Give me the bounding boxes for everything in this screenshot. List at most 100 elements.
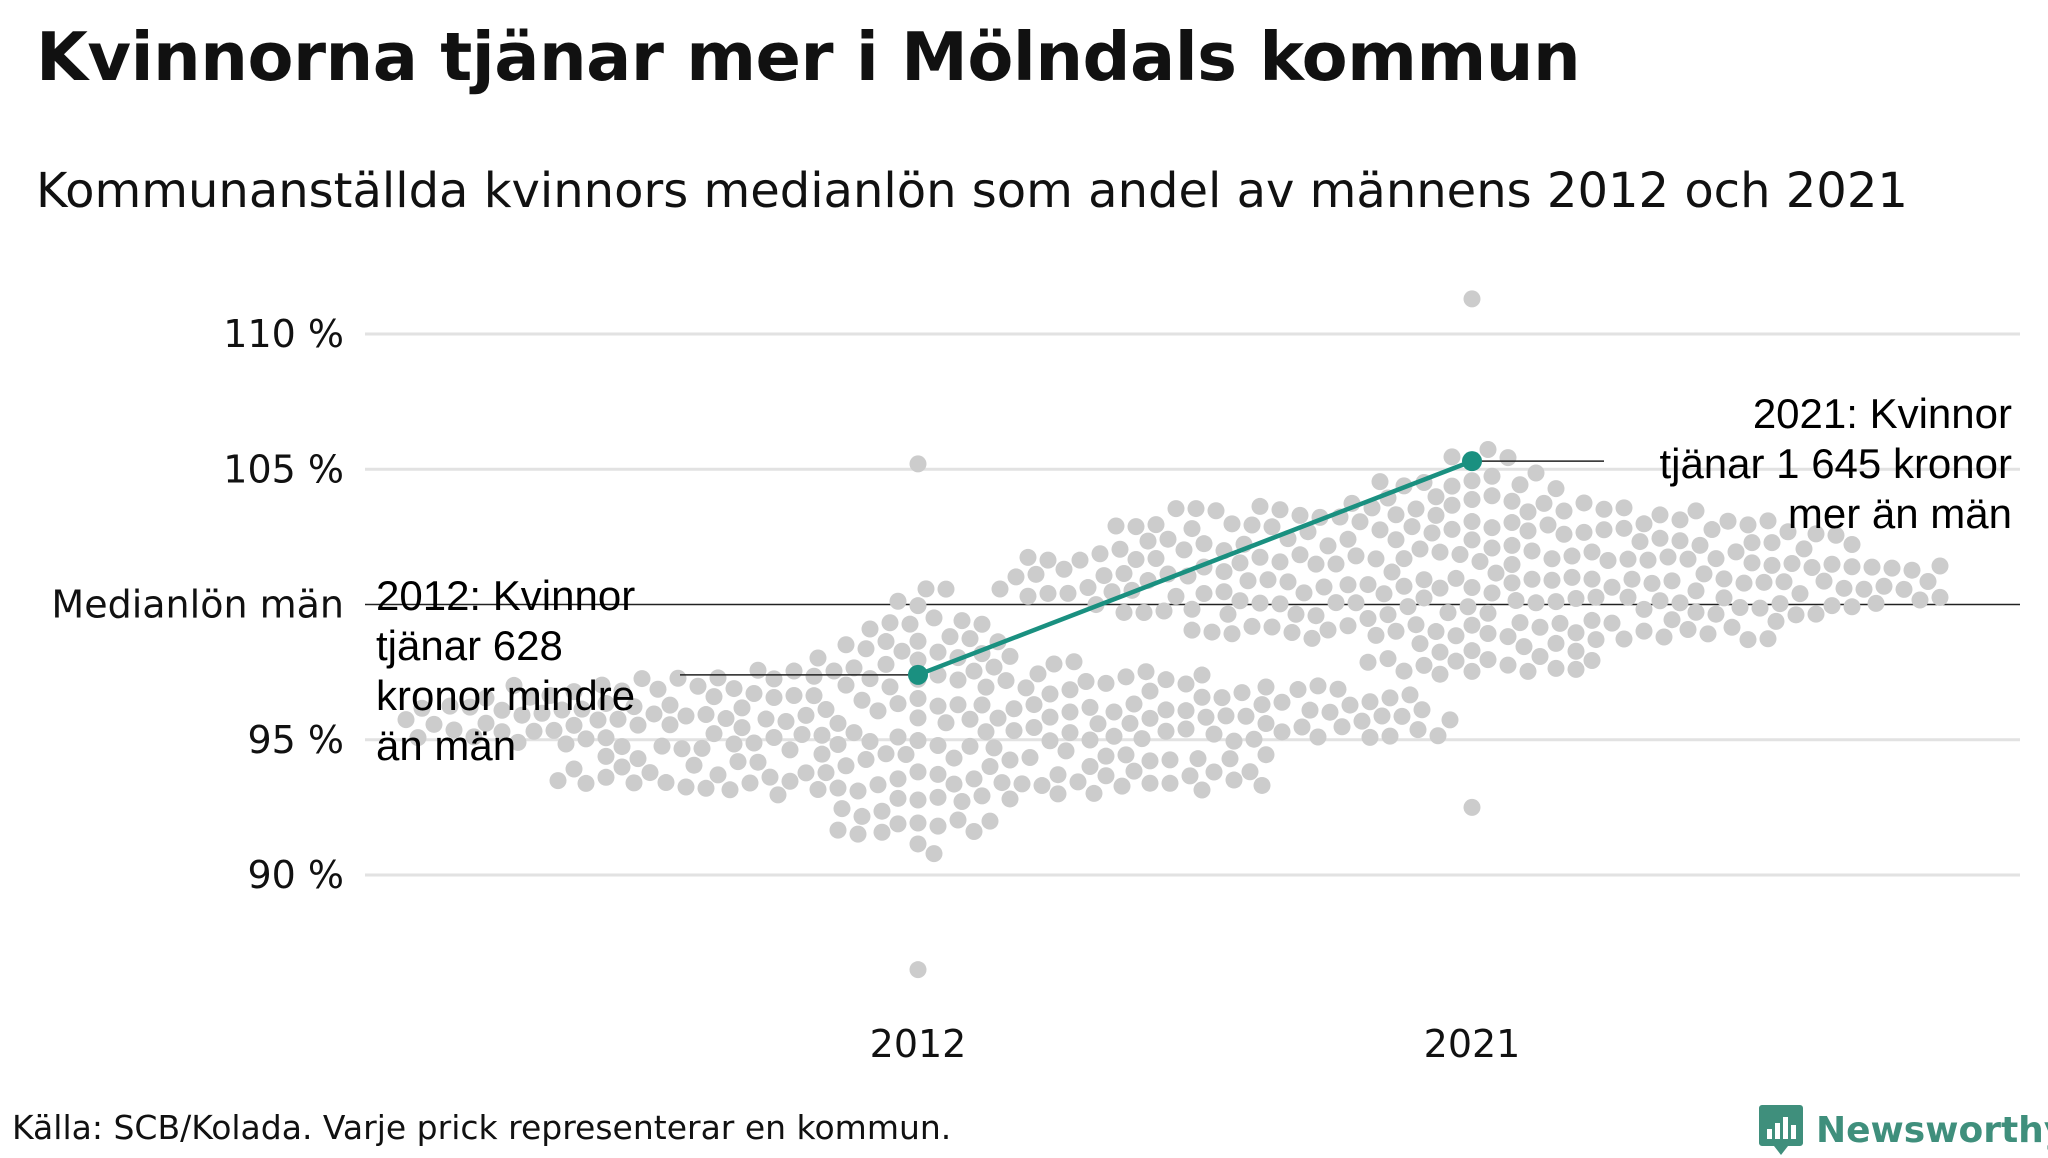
municipality-dot: [1379, 650, 1397, 668]
municipality-dot: [1329, 680, 1347, 698]
municipality-dot: [845, 659, 863, 677]
municipality-dot: [533, 704, 551, 722]
municipality-dot: [1183, 520, 1201, 538]
annotation-line: än män: [376, 722, 516, 769]
municipality-dot: [1339, 617, 1357, 635]
municipality-dot: [673, 740, 691, 758]
municipality-dot: [1059, 584, 1077, 602]
municipality-dot: [1443, 496, 1461, 514]
municipality-dot: [1623, 570, 1641, 588]
municipality-dot: [593, 676, 611, 694]
municipality-dot: [1127, 518, 1145, 536]
municipality-dot: [1479, 604, 1497, 622]
municipality-dot: [1655, 628, 1673, 646]
municipality-dot: [1259, 571, 1277, 589]
municipality-dot: [1395, 550, 1413, 568]
municipality-dot: [677, 707, 695, 725]
municipality-dot: [1253, 696, 1271, 714]
municipality-dot: [589, 711, 607, 729]
municipality-dot: [1539, 516, 1557, 534]
municipality-dot: [705, 725, 723, 743]
municipality-dot: [949, 671, 967, 689]
y-tick-label: 105 %: [223, 447, 344, 491]
municipality-dot: [1679, 550, 1697, 568]
municipality-dot: [1527, 464, 1545, 482]
municipality-dot: [861, 620, 879, 638]
municipality-dot: [1359, 610, 1377, 628]
municipality-dot: [1319, 621, 1337, 639]
municipality-dot: [1575, 523, 1593, 541]
municipality-dot: [1215, 583, 1233, 601]
municipality-dot: [1147, 516, 1165, 534]
municipality-dot: [765, 729, 783, 747]
municipality-dot: [1159, 530, 1177, 548]
municipality-dot: [1279, 573, 1297, 591]
municipality-dot: [937, 714, 955, 732]
municipality-dot: [861, 733, 879, 751]
municipality-dot: [745, 685, 763, 703]
y-tick-label: 110 %: [223, 312, 344, 356]
municipality-dot: [1039, 584, 1057, 602]
municipality-dot: [629, 716, 647, 734]
municipality-dot: [797, 764, 815, 782]
municipality-dot: [1361, 728, 1379, 746]
municipality-dot: [721, 781, 739, 799]
municipality-dot: [1177, 720, 1195, 738]
municipality-dot: [1603, 578, 1621, 596]
municipality-dot: [1791, 585, 1809, 603]
municipality-dot: [889, 728, 907, 746]
municipality-dot: [1257, 715, 1275, 733]
municipality-dot: [1339, 576, 1357, 594]
municipality-dot: [1309, 728, 1327, 746]
municipality-dot: [1503, 536, 1521, 554]
municipality-dot: [1699, 625, 1717, 643]
municipality-dot: [1547, 634, 1565, 652]
municipality-dot: [1567, 660, 1585, 678]
municipality-dot: [901, 615, 919, 633]
municipality-dot: [493, 723, 511, 741]
municipality-dot: [1049, 766, 1067, 784]
municipality-dot: [1383, 563, 1401, 581]
municipality-dot: [1273, 693, 1291, 711]
municipality-dot: [1251, 548, 1269, 566]
municipality-dot: [1483, 539, 1501, 557]
municipality-dot: [1263, 618, 1281, 636]
municipality-dot: [1763, 556, 1781, 574]
municipality-dot: [889, 770, 907, 788]
municipality-dot: [657, 774, 675, 792]
municipality-dot: [937, 580, 955, 598]
municipality-dot: [1347, 547, 1365, 565]
municipality-dot: [525, 722, 543, 740]
municipality-dot: [1027, 565, 1045, 583]
municipality-dot: [1463, 490, 1481, 508]
y-axis-tick-labels: 90 % 95 % Medianlön män 105 % 110 %: [51, 312, 344, 897]
municipality-dot: [1663, 572, 1681, 590]
municipality-dot: [1431, 643, 1449, 661]
municipality-dot: [609, 710, 627, 728]
municipality-dot: [1767, 612, 1785, 630]
municipality-dot: [1371, 473, 1389, 491]
municipality-dot: [1843, 558, 1861, 576]
municipality-dot: [1367, 626, 1385, 644]
municipality-dot: [961, 630, 979, 648]
municipality-dot: [1451, 545, 1469, 563]
municipality-dot: [725, 735, 743, 753]
municipality-dot: [1127, 551, 1145, 569]
highlight-series: [908, 451, 1482, 685]
municipality-dot: [1459, 598, 1477, 616]
municipality-dot: [1931, 588, 1949, 606]
municipality-dot: [1595, 521, 1613, 539]
municipality-dot: [961, 737, 979, 755]
municipality-dot: [1413, 701, 1431, 719]
annotation-text: 2012: Kvinnor tjänar 628 kronor mindre än m…: [376, 572, 635, 769]
municipality-dot: [1177, 702, 1195, 720]
municipality-dot: [1167, 500, 1185, 518]
municipality-dot: [1347, 594, 1365, 612]
municipality-dot: [1507, 592, 1525, 610]
municipality-dot: [1631, 533, 1649, 551]
municipality-dot: [797, 706, 815, 724]
municipality-dot: [1081, 731, 1099, 749]
municipality-dot: [1319, 537, 1337, 555]
municipality-dot: [1447, 627, 1465, 645]
municipality-dot: [725, 680, 743, 698]
